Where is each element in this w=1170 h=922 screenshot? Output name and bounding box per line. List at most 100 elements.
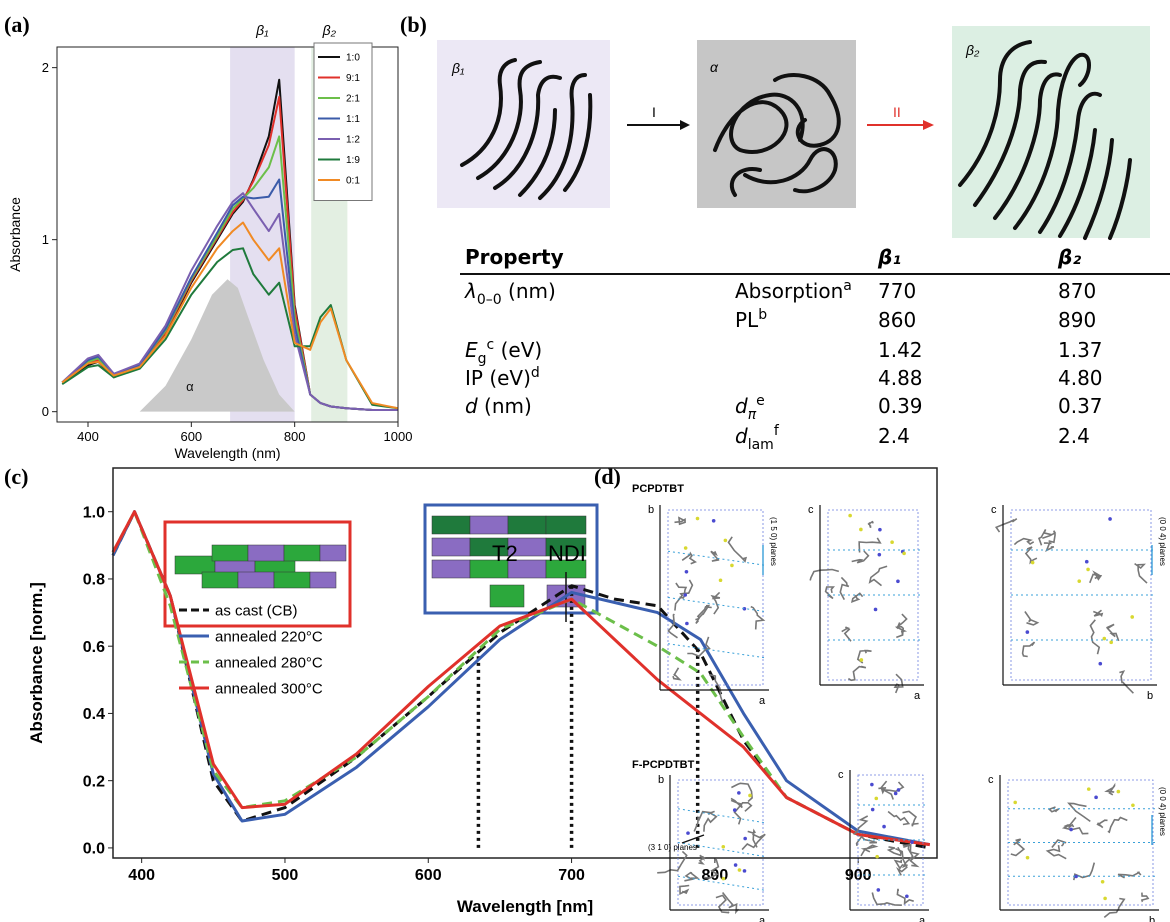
atom: [1077, 579, 1082, 583]
atom: [870, 807, 875, 812]
axis-letter: a: [759, 915, 766, 922]
x-tick-label: 600: [180, 429, 202, 444]
atom: [683, 546, 688, 550]
cell-part: (eV): [494, 338, 542, 362]
atom: [910, 840, 914, 844]
bond-chain: [1107, 816, 1128, 834]
bond-chain: [674, 579, 694, 611]
legend-label: 2:1: [346, 94, 360, 105]
bond-chain: [1067, 802, 1091, 823]
plane-note: (0 0 4) planes: [1158, 517, 1167, 566]
cell-part: c: [487, 337, 495, 353]
area-label: α: [186, 379, 194, 394]
bond-chain: [1061, 817, 1089, 835]
bond-chain: [747, 828, 758, 848]
cell-part: PL: [735, 308, 759, 332]
atom: [1100, 879, 1105, 884]
bond-chain: [730, 797, 743, 825]
x-tick-label: 400: [128, 867, 155, 884]
phase-label: β₂: [965, 42, 980, 58]
bond-chain: [1021, 641, 1036, 658]
bond-chain: [1104, 782, 1116, 796]
molecules: [853, 780, 920, 906]
atom: [870, 782, 874, 787]
bond-chain: [1051, 839, 1067, 848]
bond-chain: [750, 605, 766, 630]
legend-label: annealed 280°C: [215, 654, 323, 671]
bond-chain: [994, 518, 1018, 533]
bond-chain: [1042, 530, 1057, 544]
compound-name: F-PCPDTBT: [632, 759, 695, 771]
arrow-head: [680, 120, 690, 130]
atom: [721, 876, 726, 881]
bond-chain: [860, 844, 879, 857]
table-header: Property: [465, 245, 564, 269]
bond-chain: [809, 568, 840, 581]
bond-chain: [741, 833, 766, 851]
bond-chain: [1045, 844, 1067, 860]
atom: [743, 836, 747, 841]
bond-chain: [1089, 570, 1103, 584]
legend-label: 1:1: [346, 114, 360, 125]
series-line: [61, 192, 398, 411]
table-cell: Egc (eV): [465, 337, 542, 367]
axis-letter: b: [1147, 690, 1153, 702]
bond-chain: [693, 810, 713, 832]
arrow-head: [923, 120, 934, 130]
y-tick-label: 1.0: [83, 504, 105, 521]
bond-chain: [901, 844, 914, 869]
axis-letter: c: [991, 504, 997, 516]
bond-chain: [695, 606, 712, 624]
phase-label: α: [710, 59, 719, 75]
bond-chain: [727, 536, 748, 563]
axis-letter: b: [658, 774, 664, 786]
cell-part: g: [478, 351, 487, 367]
y-tick-label: 0.2: [83, 773, 105, 790]
panel-label: (a): [4, 12, 30, 37]
bond-chain: [893, 859, 904, 870]
cell-part: b: [758, 307, 767, 323]
atom: [896, 579, 900, 584]
bond-chain: [721, 892, 740, 915]
atom: [1116, 789, 1121, 794]
bond-chain: [675, 582, 688, 599]
atom: [877, 552, 882, 557]
atom: [748, 793, 752, 798]
bond-chain: [893, 673, 904, 694]
atom: [695, 516, 700, 521]
cell-part: IP (eV): [465, 366, 531, 390]
cell-part: π: [748, 407, 757, 423]
atom: [890, 540, 894, 545]
atom: [1109, 640, 1113, 645]
atom: [1098, 661, 1103, 666]
plane-note: (3 1 0) planes: [648, 843, 697, 852]
atom: [1103, 896, 1107, 901]
table-value: 0.37: [1058, 394, 1103, 418]
bond-chain: [657, 850, 688, 874]
plane: [677, 808, 766, 824]
bond-chain: [698, 854, 706, 865]
atom: [721, 844, 726, 849]
table-value: 2.4: [1058, 424, 1090, 448]
atom: [1131, 803, 1135, 808]
bond-chain: [1024, 611, 1040, 626]
bond-chain: [731, 782, 753, 803]
atom: [1074, 874, 1078, 879]
cell-part: e: [756, 393, 765, 409]
legend-label: annealed 300°C: [215, 680, 323, 697]
band-label: β₁: [255, 22, 269, 38]
atom: [1013, 800, 1018, 805]
axis-letter: b: [1149, 915, 1155, 922]
series-line: [111, 510, 931, 847]
bond-chain: [886, 846, 902, 857]
atom: [1069, 827, 1073, 832]
bond-chain: [710, 550, 720, 562]
cell-part: f: [774, 423, 780, 439]
atom: [875, 854, 879, 859]
axis-letter: c: [838, 769, 844, 781]
atom: [878, 527, 882, 532]
x-tick-label: 1000: [384, 429, 413, 444]
bond-chain: [847, 665, 867, 682]
x-tick-label: 700: [558, 867, 585, 884]
table-cell: dlamf: [735, 423, 780, 453]
